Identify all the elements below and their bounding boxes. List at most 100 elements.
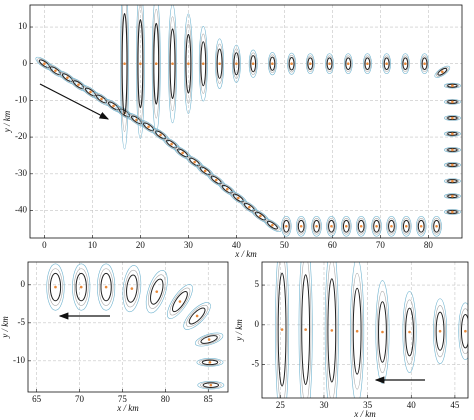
ellipse	[38, 59, 51, 69]
outer-ellipse	[444, 147, 460, 152]
center-point	[208, 361, 212, 364]
mid-ellipse	[421, 56, 427, 72]
center-point	[195, 314, 199, 318]
ellipse-group	[268, 52, 276, 74]
center-point	[451, 116, 454, 120]
ellipse-group	[288, 53, 296, 74]
x-axis-label: x / km	[116, 403, 139, 413]
outer-ellipse	[433, 299, 446, 364]
track-point	[444, 131, 460, 136]
ellipse-group	[387, 216, 397, 236]
outer-ellipse	[56, 69, 78, 86]
center-point	[54, 285, 57, 289]
ellipse-group	[433, 64, 453, 79]
track-point	[444, 194, 460, 199]
ellipse	[122, 13, 127, 114]
track-point	[376, 281, 389, 384]
outer-ellipse	[299, 236, 312, 420]
x-tick-label: 60	[328, 240, 338, 250]
y-axis-label: y / km	[234, 319, 244, 342]
mid-ellipse	[174, 146, 191, 159]
mid-ellipse	[252, 209, 269, 222]
x-tick-label: 65	[32, 394, 42, 404]
center-point	[390, 224, 393, 228]
ellipse	[200, 334, 218, 345]
ellipse	[327, 58, 332, 70]
ellipse-group	[327, 216, 337, 236]
outer-ellipse	[344, 54, 352, 74]
x-tick-label: 30	[184, 240, 194, 250]
track-point	[47, 264, 65, 311]
center-point	[139, 62, 142, 66]
outer-ellipse	[72, 264, 90, 311]
ellipse	[329, 220, 335, 232]
outer-ellipse	[184, 14, 192, 114]
ellipse	[170, 290, 190, 314]
track-point	[152, 0, 160, 132]
ellipse-group	[401, 216, 411, 236]
outer-ellipse	[383, 54, 391, 74]
mid-ellipse	[345, 56, 351, 72]
center-point	[315, 224, 318, 228]
ellipse-group	[372, 216, 382, 236]
track-point	[325, 54, 333, 74]
ellipse-group	[199, 26, 207, 101]
track-point	[299, 236, 312, 420]
x-tick-label: 50	[280, 240, 290, 250]
ellipse-group	[138, 118, 160, 135]
ellipse	[186, 34, 191, 93]
ellipse	[289, 57, 294, 69]
ellipse-group	[184, 14, 192, 114]
ellipse	[358, 220, 364, 232]
outer-ellipse	[341, 216, 351, 236]
outer-ellipse	[420, 54, 428, 74]
mid-ellipse	[460, 309, 471, 354]
outer-ellipse	[356, 216, 366, 236]
x-tick-label: 20	[136, 240, 146, 250]
x-tick-label: 25	[276, 400, 286, 410]
center-point	[159, 133, 162, 137]
ellipse	[217, 49, 222, 78]
mid-ellipse	[216, 44, 222, 84]
mid-ellipse	[264, 219, 281, 232]
center-point	[451, 163, 454, 167]
center-point	[451, 148, 454, 152]
ellipse	[379, 302, 387, 362]
mid-ellipse	[435, 305, 446, 357]
ellipse-group	[444, 147, 460, 152]
ellipse	[176, 148, 189, 158]
center-point	[130, 287, 134, 290]
center-point	[299, 224, 303, 228]
mid-ellipse	[183, 302, 211, 329]
track-point	[142, 268, 172, 314]
center-point	[235, 62, 238, 66]
track-point	[179, 299, 215, 333]
mid-ellipse	[152, 128, 169, 141]
center-point	[251, 62, 255, 66]
outer-ellipse	[47, 264, 65, 311]
ellipse-group	[325, 54, 333, 74]
ellipse	[266, 220, 279, 230]
ellipse-group	[249, 50, 257, 77]
x-tick-label: 70	[75, 394, 85, 404]
ellipse	[49, 66, 62, 76]
ellipse-group	[344, 54, 352, 74]
center-point	[201, 62, 205, 66]
y-tick-label: 0	[21, 279, 26, 289]
mid-ellipse	[404, 300, 415, 364]
center-point	[207, 338, 211, 341]
ellipse-group	[121, 265, 143, 313]
track-point	[420, 54, 428, 74]
center-point	[451, 179, 454, 183]
mid-ellipse	[185, 24, 191, 103]
outer-ellipse	[193, 330, 224, 349]
center-point	[89, 90, 92, 94]
mid-ellipse	[208, 173, 225, 186]
y-axis-label: y / km	[2, 110, 12, 133]
mid-ellipse	[200, 34, 206, 93]
outer-ellipse	[327, 216, 337, 236]
ellipse-group	[261, 217, 283, 234]
center-point	[451, 100, 454, 104]
ellipse-group	[444, 116, 460, 121]
center-point	[225, 187, 229, 191]
